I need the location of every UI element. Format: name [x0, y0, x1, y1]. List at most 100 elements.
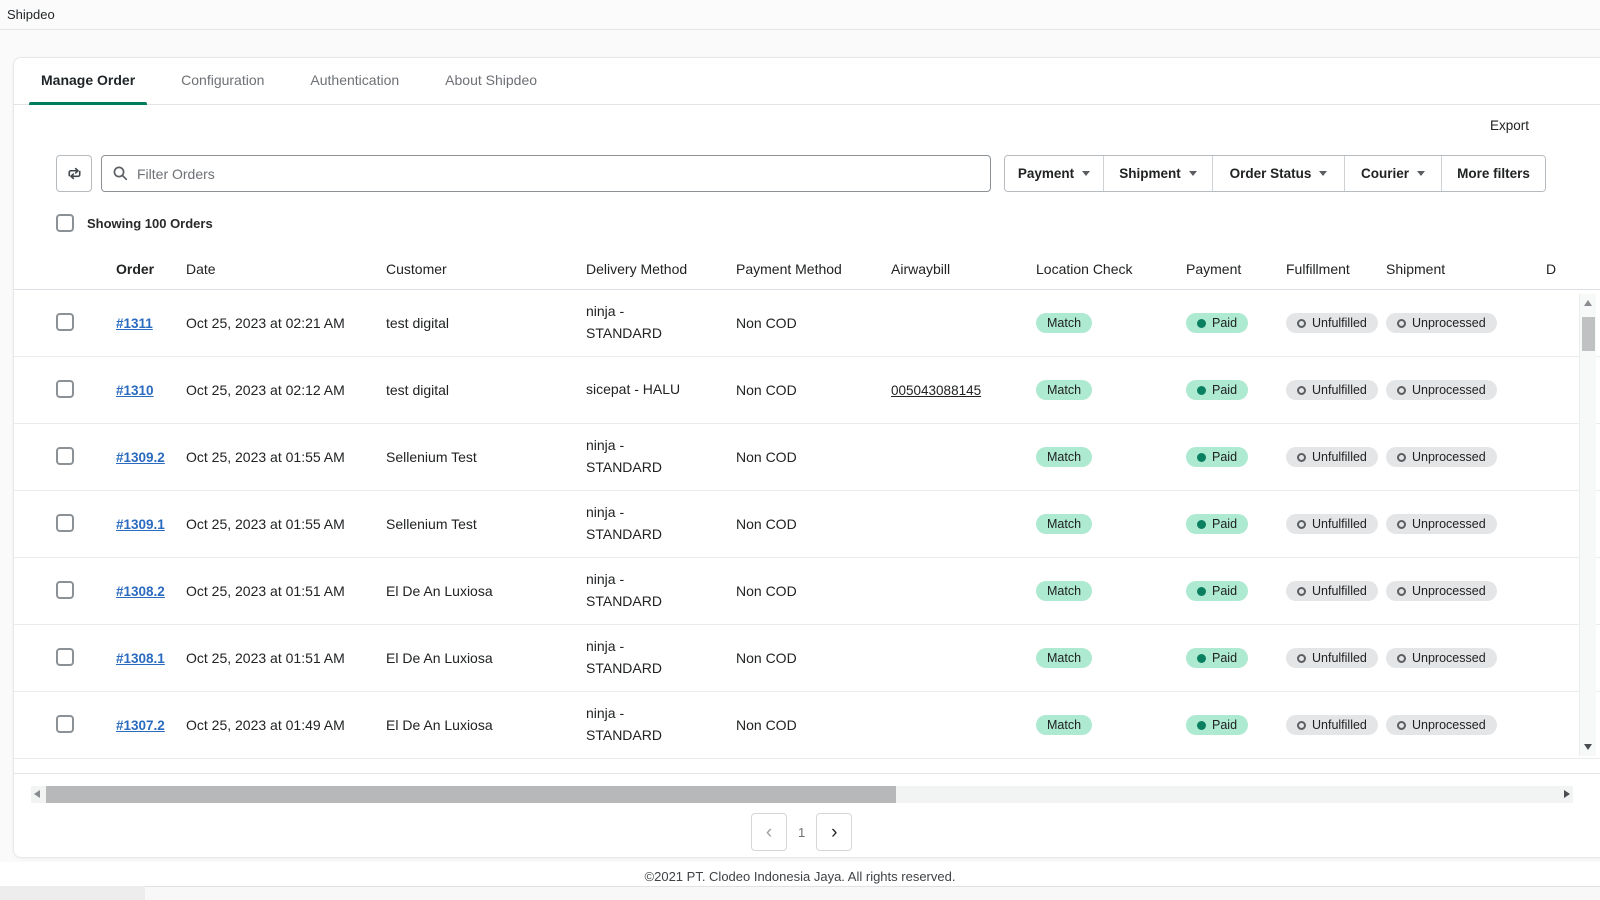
select-all-checkbox[interactable]	[56, 214, 74, 232]
scroll-up-arrow-icon[interactable]	[1584, 300, 1592, 306]
row-checkbox[interactable]	[56, 513, 74, 532]
payment-method: Non COD	[736, 717, 797, 733]
order-date: Oct 25, 2023 at 01:51 AM	[186, 583, 345, 599]
column-header: Delivery Method	[586, 260, 688, 277]
shipment-filter-label: Shipment	[1119, 166, 1181, 181]
vertical-scrollbar[interactable]	[1579, 294, 1596, 756]
sync-orders-button[interactable]	[56, 155, 92, 192]
column-header: Location Check	[1036, 260, 1133, 277]
row-checkbox[interactable]	[56, 714, 74, 733]
scroll-down-arrow-icon[interactable]	[1584, 744, 1592, 750]
table-row: #1307.2 Oct 25, 2023 at 01:49 AM El De A…	[14, 692, 1600, 759]
order-date: Oct 25, 2023 at 02:12 AM	[186, 382, 345, 398]
tab-bar: Manage Order Configuration Authenticatio…	[14, 58, 1600, 105]
shipment-status-badge: Unprocessed	[1386, 380, 1497, 400]
app-top-bar: Shipdeo	[0, 0, 1600, 30]
customer-name: El De An Luxiosa	[386, 650, 493, 666]
chevron-down-icon	[1319, 171, 1328, 176]
payment-status-badge: Paid	[1186, 447, 1249, 467]
table-header-row: Order Date Customer Delivery Method Payment …	[14, 248, 1600, 290]
payment-status-badge: Paid	[1186, 581, 1249, 601]
order-status-filter-label: Order Status	[1229, 166, 1312, 181]
payment-status-badge: Paid	[1186, 648, 1249, 668]
paid-dot-icon	[1197, 720, 1206, 730]
export-button[interactable]: Export	[1489, 118, 1529, 133]
column-header: Payment	[1186, 260, 1242, 277]
sync-icon	[67, 167, 81, 180]
courier-filter-button[interactable]: Courier	[1345, 156, 1442, 191]
vertical-scrollbar-thumb[interactable]	[1582, 317, 1595, 351]
row-checkbox[interactable]	[56, 580, 74, 599]
unfulfilled-ring-icon	[1297, 385, 1306, 395]
row-checkbox[interactable]	[56, 446, 74, 465]
scroll-right-arrow-icon[interactable]	[1564, 790, 1570, 798]
search-icon	[113, 166, 128, 181]
order-number-link[interactable]: #1310	[116, 383, 154, 398]
payment-filter-label: Payment	[1017, 166, 1075, 181]
order-date: Oct 25, 2023 at 01:51 AM	[186, 650, 345, 666]
location-check-badge: Match	[1036, 514, 1093, 534]
previous-page-button[interactable]: ‹	[751, 813, 787, 851]
page-bottom-scrollbar[interactable]	[0, 886, 1600, 900]
paid-dot-icon	[1197, 318, 1206, 328]
table-row: #1309.2 Oct 25, 2023 at 01:55 AM Selleni…	[14, 424, 1600, 491]
row-checkbox[interactable]	[56, 647, 74, 666]
next-page-button[interactable]: ›	[816, 813, 853, 851]
courier-filter-label: Courier	[1360, 166, 1409, 181]
shipment-status-badge: Unprocessed	[1386, 648, 1497, 668]
customer-name: test digital	[386, 315, 450, 331]
order-date: Oct 25, 2023 at 01:49 AM	[186, 717, 345, 733]
order-number-link[interactable]: #1311	[116, 316, 153, 331]
paid-dot-icon	[1197, 653, 1206, 663]
order-number-link[interactable]: #1309.1	[116, 517, 165, 532]
column-header: D	[1546, 260, 1557, 277]
page-background: Manage Order Configuration Authenticatio…	[0, 30, 1600, 862]
more-filters-label: More filters	[1457, 166, 1530, 181]
column-header: Date	[186, 260, 216, 277]
row-checkbox[interactable]	[56, 312, 74, 331]
tab-authentication[interactable]: Authentication	[310, 72, 400, 88]
unfulfilled-ring-icon	[1297, 519, 1306, 529]
page-bottom-scrollbar-thumb[interactable]	[0, 886, 145, 900]
payment-method: Non COD	[736, 382, 797, 398]
shipment-status-badge: Unprocessed	[1386, 313, 1497, 333]
paid-dot-icon	[1197, 519, 1206, 529]
order-date: Oct 25, 2023 at 01:55 AM	[186, 516, 345, 532]
chevron-down-icon	[1082, 171, 1091, 176]
location-check-badge: Match	[1036, 648, 1093, 668]
delivery-method: ninja - STANDARD	[586, 571, 662, 609]
shipment-filter-button[interactable]: Shipment	[1104, 156, 1213, 191]
scroll-left-arrow-icon[interactable]	[34, 790, 40, 798]
customer-name: Sellenium Test	[386, 516, 477, 532]
unprocessed-ring-icon	[1397, 452, 1406, 462]
row-checkbox[interactable]	[56, 379, 74, 398]
table-row: #1308.2 Oct 25, 2023 at 01:51 AM El De A…	[14, 558, 1600, 625]
unprocessed-ring-icon	[1397, 519, 1406, 529]
filter-button-group: Payment Shipment Order Status Courier Mo…	[1004, 155, 1546, 192]
order-number-link[interactable]: #1308.1	[116, 651, 165, 666]
order-date: Oct 25, 2023 at 02:21 AM	[186, 315, 345, 331]
fulfillment-status-badge: Unfulfilled	[1286, 380, 1378, 400]
order-number-link[interactable]: #1309.2	[116, 450, 165, 465]
fulfillment-status-badge: Unfulfilled	[1286, 447, 1378, 467]
payment-status-badge: Paid	[1186, 380, 1249, 400]
table-row: #1310 Oct 25, 2023 at 02:12 AM test digi…	[14, 357, 1600, 424]
horizontal-scrollbar[interactable]	[31, 786, 1573, 803]
payment-filter-button[interactable]: Payment	[1005, 156, 1104, 191]
shipment-status-badge: Unprocessed	[1386, 581, 1497, 601]
more-filters-button[interactable]: More filters	[1442, 156, 1545, 191]
order-status-filter-button[interactable]: Order Status	[1213, 156, 1345, 191]
order-number-link[interactable]: #1307.2	[116, 718, 165, 733]
horizontal-scrollbar-thumb[interactable]	[46, 786, 896, 803]
fulfillment-status-badge: Unfulfilled	[1286, 514, 1378, 534]
order-number-link[interactable]: #1308.2	[116, 584, 165, 599]
column-header: Customer	[386, 260, 447, 277]
tab-about-shipdeo[interactable]: About Shipdeo	[445, 72, 538, 88]
unfulfilled-ring-icon	[1297, 318, 1306, 328]
tab-configuration[interactable]: Configuration	[181, 72, 265, 88]
fulfillment-status-badge: Unfulfilled	[1286, 715, 1378, 735]
delivery-method: ninja - STANDARD	[586, 638, 662, 676]
filter-orders-input[interactable]	[137, 165, 980, 182]
tab-manage-order[interactable]: Manage Order	[29, 58, 148, 105]
airwaybill-link[interactable]: 005043088145	[891, 383, 982, 398]
